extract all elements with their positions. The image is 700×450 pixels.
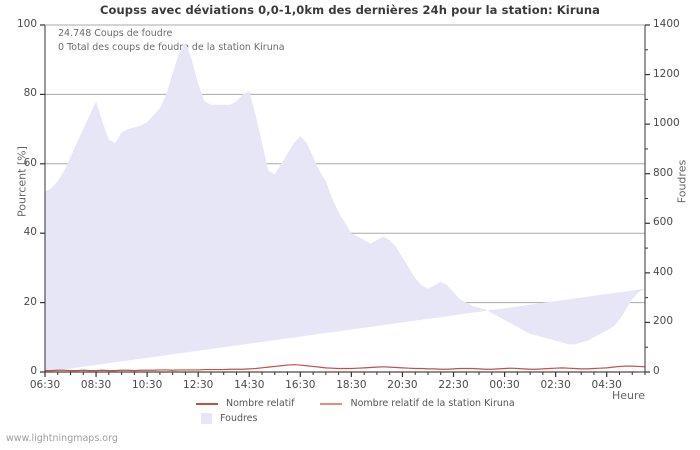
- y-tick-label-left: 100: [16, 18, 37, 30]
- x-tick-label: 16:30: [285, 379, 316, 391]
- y-tick-label-left: 40: [23, 226, 37, 239]
- chart-title: Coupss avec déviations 0,0-1,0km des der…: [99, 3, 601, 17]
- x-tick-label: 00:30: [489, 379, 520, 391]
- x-tick-label: 14:30: [234, 379, 265, 391]
- x-tick-label: 10:30: [131, 379, 163, 391]
- legend-line-swatch: [196, 402, 218, 405]
- y-tick-label-right: 1200: [653, 67, 680, 80]
- legend-row-lines: Nombre relatif Nombre relatif de la stati…: [196, 398, 541, 409]
- annotation-total-strokes: 24.748 Coups de foudre: [58, 28, 173, 39]
- legend-line-swatch: [320, 402, 343, 405]
- y-tick-label-right: 800: [653, 166, 674, 179]
- x-tick-label: 04:30: [591, 379, 622, 391]
- x-tick-label: 20:30: [387, 379, 418, 391]
- legend-row-area: Foudres: [196, 413, 283, 424]
- y-tick-label-right: 400: [653, 265, 674, 278]
- x-tick-label: 06:30: [29, 379, 61, 391]
- y-tick-label-right: 600: [653, 216, 674, 229]
- x-axis-label: Heure: [611, 389, 645, 402]
- legend-item[interactable]: Foudres: [196, 413, 257, 424]
- y-tick-label-left: 60: [23, 156, 37, 169]
- y-tick-label-right: 1000: [653, 117, 680, 130]
- x-tick-label: 22:30: [438, 379, 469, 391]
- legend-item[interactable]: Nombre relatif de la station Kiruna: [320, 398, 515, 409]
- y-tick-label-left: 0: [30, 365, 37, 377]
- watermark: www.lightningmaps.org: [6, 433, 118, 444]
- line-series-nombre-relatif: [45, 364, 646, 372]
- y-tick-label-right: 200: [653, 315, 674, 328]
- y-tick-label-left: 80: [23, 87, 37, 100]
- x-tick-label: 12:30: [183, 379, 214, 391]
- legend-label: Nombre relatif: [226, 398, 295, 409]
- legend-item[interactable]: Nombre relatif: [196, 398, 294, 409]
- legend-area-swatch: [201, 413, 212, 424]
- area-series-foudres: [45, 42, 645, 372]
- y-tick-label-right: 1400: [653, 18, 680, 30]
- legend-label: Foudres: [220, 413, 258, 424]
- annotation-station-strokes: 0 Total des coups de foudre de la statio…: [58, 42, 285, 53]
- y-tick-label-left: 20: [23, 295, 37, 308]
- x-tick-label: 02:30: [540, 379, 571, 391]
- y-tick-label-right: 0: [653, 365, 660, 377]
- x-tick-label: 08:30: [80, 379, 112, 391]
- x-tick-label: 18:30: [336, 379, 367, 391]
- legend-label: Nombre relatif de la station Kiruna: [350, 398, 515, 409]
